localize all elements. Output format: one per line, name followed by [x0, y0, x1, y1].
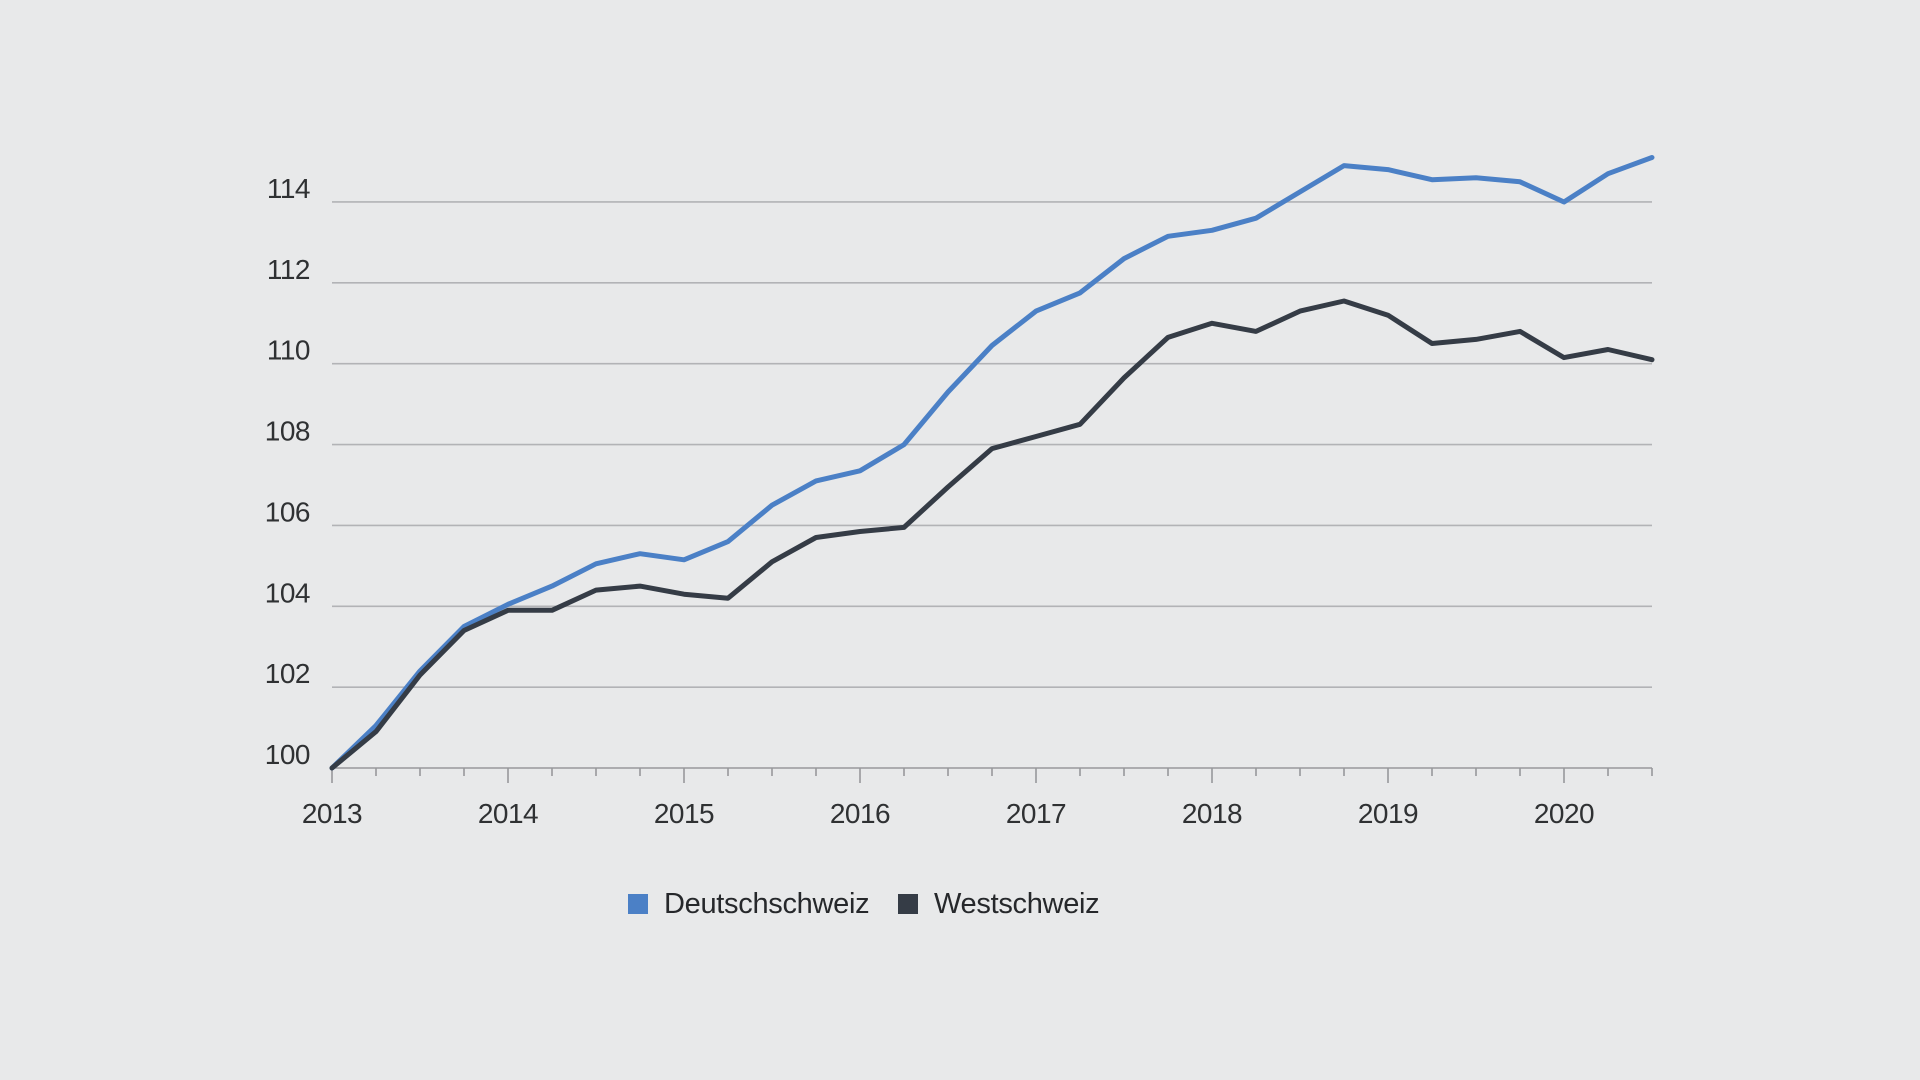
y-axis-label-114: 114 — [267, 173, 310, 204]
y-axis-label-104: 104 — [265, 577, 310, 608]
x-axis-label-2015: 2015 — [654, 798, 714, 829]
x-axis-label-2020: 2020 — [1534, 798, 1594, 829]
legend-label-westschweiz: Westschweiz — [934, 887, 1100, 920]
legend-label-deutschschweiz: Deutschschweiz — [664, 887, 870, 920]
y-axis-label-110: 110 — [267, 335, 310, 366]
x-axis-label-2017: 2017 — [1006, 798, 1066, 829]
x-axis-label-2016: 2016 — [830, 798, 890, 829]
x-axis-label-2018: 2018 — [1182, 798, 1242, 829]
series-line-westschweiz — [329, 298, 1655, 771]
legend-swatch-deutschschweiz-icon — [628, 894, 648, 914]
legend-item-westschweiz: Westschweiz — [898, 884, 1100, 924]
x-axis-label-2013: 2013 — [302, 798, 362, 829]
y-axis-label-106: 106 — [265, 496, 310, 527]
y-axis-label-112: 112 — [267, 254, 310, 285]
x-axis-label-2019: 2019 — [1358, 798, 1418, 829]
y-axis-label-108: 108 — [265, 416, 310, 447]
legend-swatch-westschweiz-icon — [898, 894, 918, 914]
legend-item-deutschschweiz: Deutschschweiz — [628, 884, 870, 924]
x-axis-label-2014: 2014 — [478, 798, 538, 829]
y-axis-label-100: 100 — [265, 739, 310, 770]
series-line-deutschschweiz — [329, 155, 1655, 771]
y-axis-label-102: 102 — [265, 658, 310, 689]
